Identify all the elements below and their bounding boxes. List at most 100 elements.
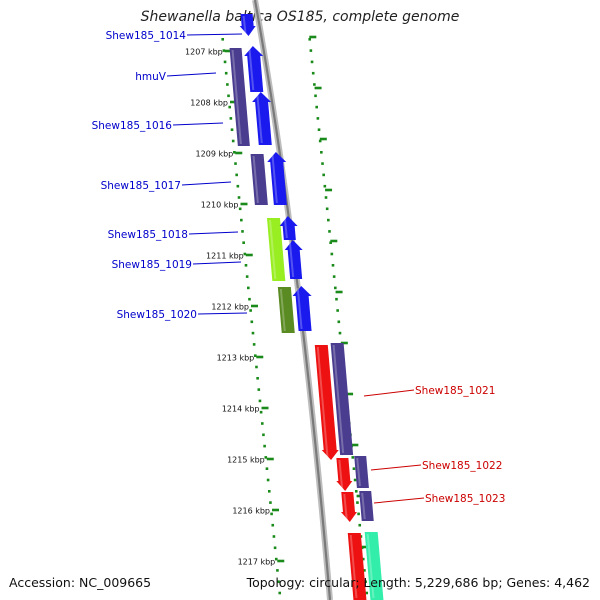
ruler-major-tick [235,151,243,155]
ruler-major-tick [325,188,333,192]
ruler-dot [334,286,337,290]
ruler-dot [256,377,259,380]
label-leader-line [363,389,415,397]
ruler-dot [247,286,250,290]
ruler-dot [277,580,280,583]
gene-label-right[interactable]: Shew185_1023 [425,493,505,505]
label-leader-line [192,261,242,265]
ruler-dot [330,252,334,256]
ruler-major-tick [346,392,354,396]
ruler-dot [273,546,277,550]
ruler-dot [236,184,240,188]
label-leader-line [370,464,422,471]
accession-info: Accession: NC_009665 [9,575,151,590]
ruler-major-tick [277,559,285,563]
ruler-dot [238,207,242,211]
gene-label-right[interactable]: Shew185_1022 [422,460,502,472]
gene-shew185-1022-block[interactable] [354,456,369,488]
ruler-dot [248,297,251,301]
label-leader-line [197,312,248,315]
ruler-dot [266,478,270,482]
label-leader-line [186,33,243,36]
ruler-dot [322,173,325,177]
ruler-dot [278,591,282,595]
gene-block-navy[interactable] [229,48,250,146]
gene-shew185-1016-arrow[interactable] [252,92,272,145]
ruler-dot [243,252,247,256]
ruler-tick-label: 1215 kbp [227,456,265,465]
ruler-dot [271,523,275,527]
ruler-dot [265,467,269,470]
gene-shew185-1019-arrow[interactable] [284,240,303,279]
gene-label-left[interactable]: Shew185_1014 [106,30,187,42]
gene-block-navy[interactable] [250,154,268,205]
ruler-dot [270,512,273,516]
ruler-dot [235,173,238,177]
ruler-dot [234,162,237,165]
gene-red-block[interactable] [347,533,367,600]
label-leader-line [166,72,217,77]
gene-label-left[interactable]: hmuV [135,71,167,83]
gene-shew185-1021-arrow[interactable] [314,345,339,460]
ruler-dot [313,83,316,86]
gene-labels: Shew185_1014 hmuV Shew185_1016 Shew185_1017… [92,30,506,505]
topology-value: circular [309,575,356,590]
ruler-dot [224,71,228,75]
gene-shew185-1018-block[interactable] [266,218,286,281]
gene-label-left[interactable]: Shew185_1017 [101,180,181,192]
ruler-dot [233,151,236,154]
ruler-major-tick [230,100,238,104]
ruler-dot [258,399,262,403]
gene-shew185-1022-arrow[interactable] [336,458,353,491]
ruler-dot [325,207,329,211]
ruler-tick-label: 1213 kbp [217,354,255,363]
gene-shew185-1017-arrow[interactable] [267,152,287,205]
ruler-tick-label: 1210 kbp [201,201,239,210]
gene-shew185-1018-arrow[interactable] [279,216,298,240]
ruler-dot [242,241,245,244]
gene-shew185-1023-block[interactable] [359,491,374,521]
ruler-dot [255,365,258,369]
gene-shew185-1014-arrow[interactable] [239,14,256,36]
ruler-major-tick [266,457,274,461]
ruler-dot [327,218,330,222]
ruler-dot [276,569,279,572]
gene-label-left[interactable]: Shew185_1016 [92,120,173,132]
accession-value: NC_009665 [79,575,152,590]
gene-label-left[interactable]: Shew185_1020 [117,309,197,321]
ruler-major-tick [319,137,327,141]
ruler-dot [252,343,256,346]
ruler-dot [229,117,233,120]
ruler-dot [272,535,276,538]
gene-label-left[interactable]: Shew185_1019 [112,259,192,271]
ruler-dot [231,139,235,143]
gene-label-left[interactable]: Shew185_1018 [108,229,188,241]
ruler-dot [351,456,355,459]
ruler-dot [262,433,265,437]
ruler-dot [352,467,356,470]
gene-hmuv-arrow[interactable] [244,46,264,92]
ruler-tick-label: 1209 kbp [196,150,234,159]
ruler-dot [228,105,231,109]
ruler-dot [332,275,336,278]
gene-label-right[interactable]: Shew185_1021 [415,385,495,397]
gene-features [229,14,384,600]
topology-label: Topology: [246,575,306,590]
ruler-dot [264,456,268,459]
ruler-dot [222,49,226,52]
gene-shew185-1020-block[interactable] [277,287,295,333]
gene-shew185-1020-arrow[interactable] [292,286,312,331]
ruler-dot [323,184,327,188]
label-leader-line [188,231,239,235]
ruler-dot [244,264,248,267]
ruler-dot [365,591,369,595]
ruler-dot [250,320,254,324]
ruler-dot [269,501,272,504]
ruler-dot [241,230,244,233]
ruler-major-tick [251,304,259,308]
ruler-dot [249,309,252,312]
gene-mint-block[interactable] [364,532,384,600]
ruler-dot [315,105,318,109]
gene-shew185-1021-block[interactable] [330,343,354,455]
gene-shew185-1023-arrow[interactable] [340,492,357,522]
